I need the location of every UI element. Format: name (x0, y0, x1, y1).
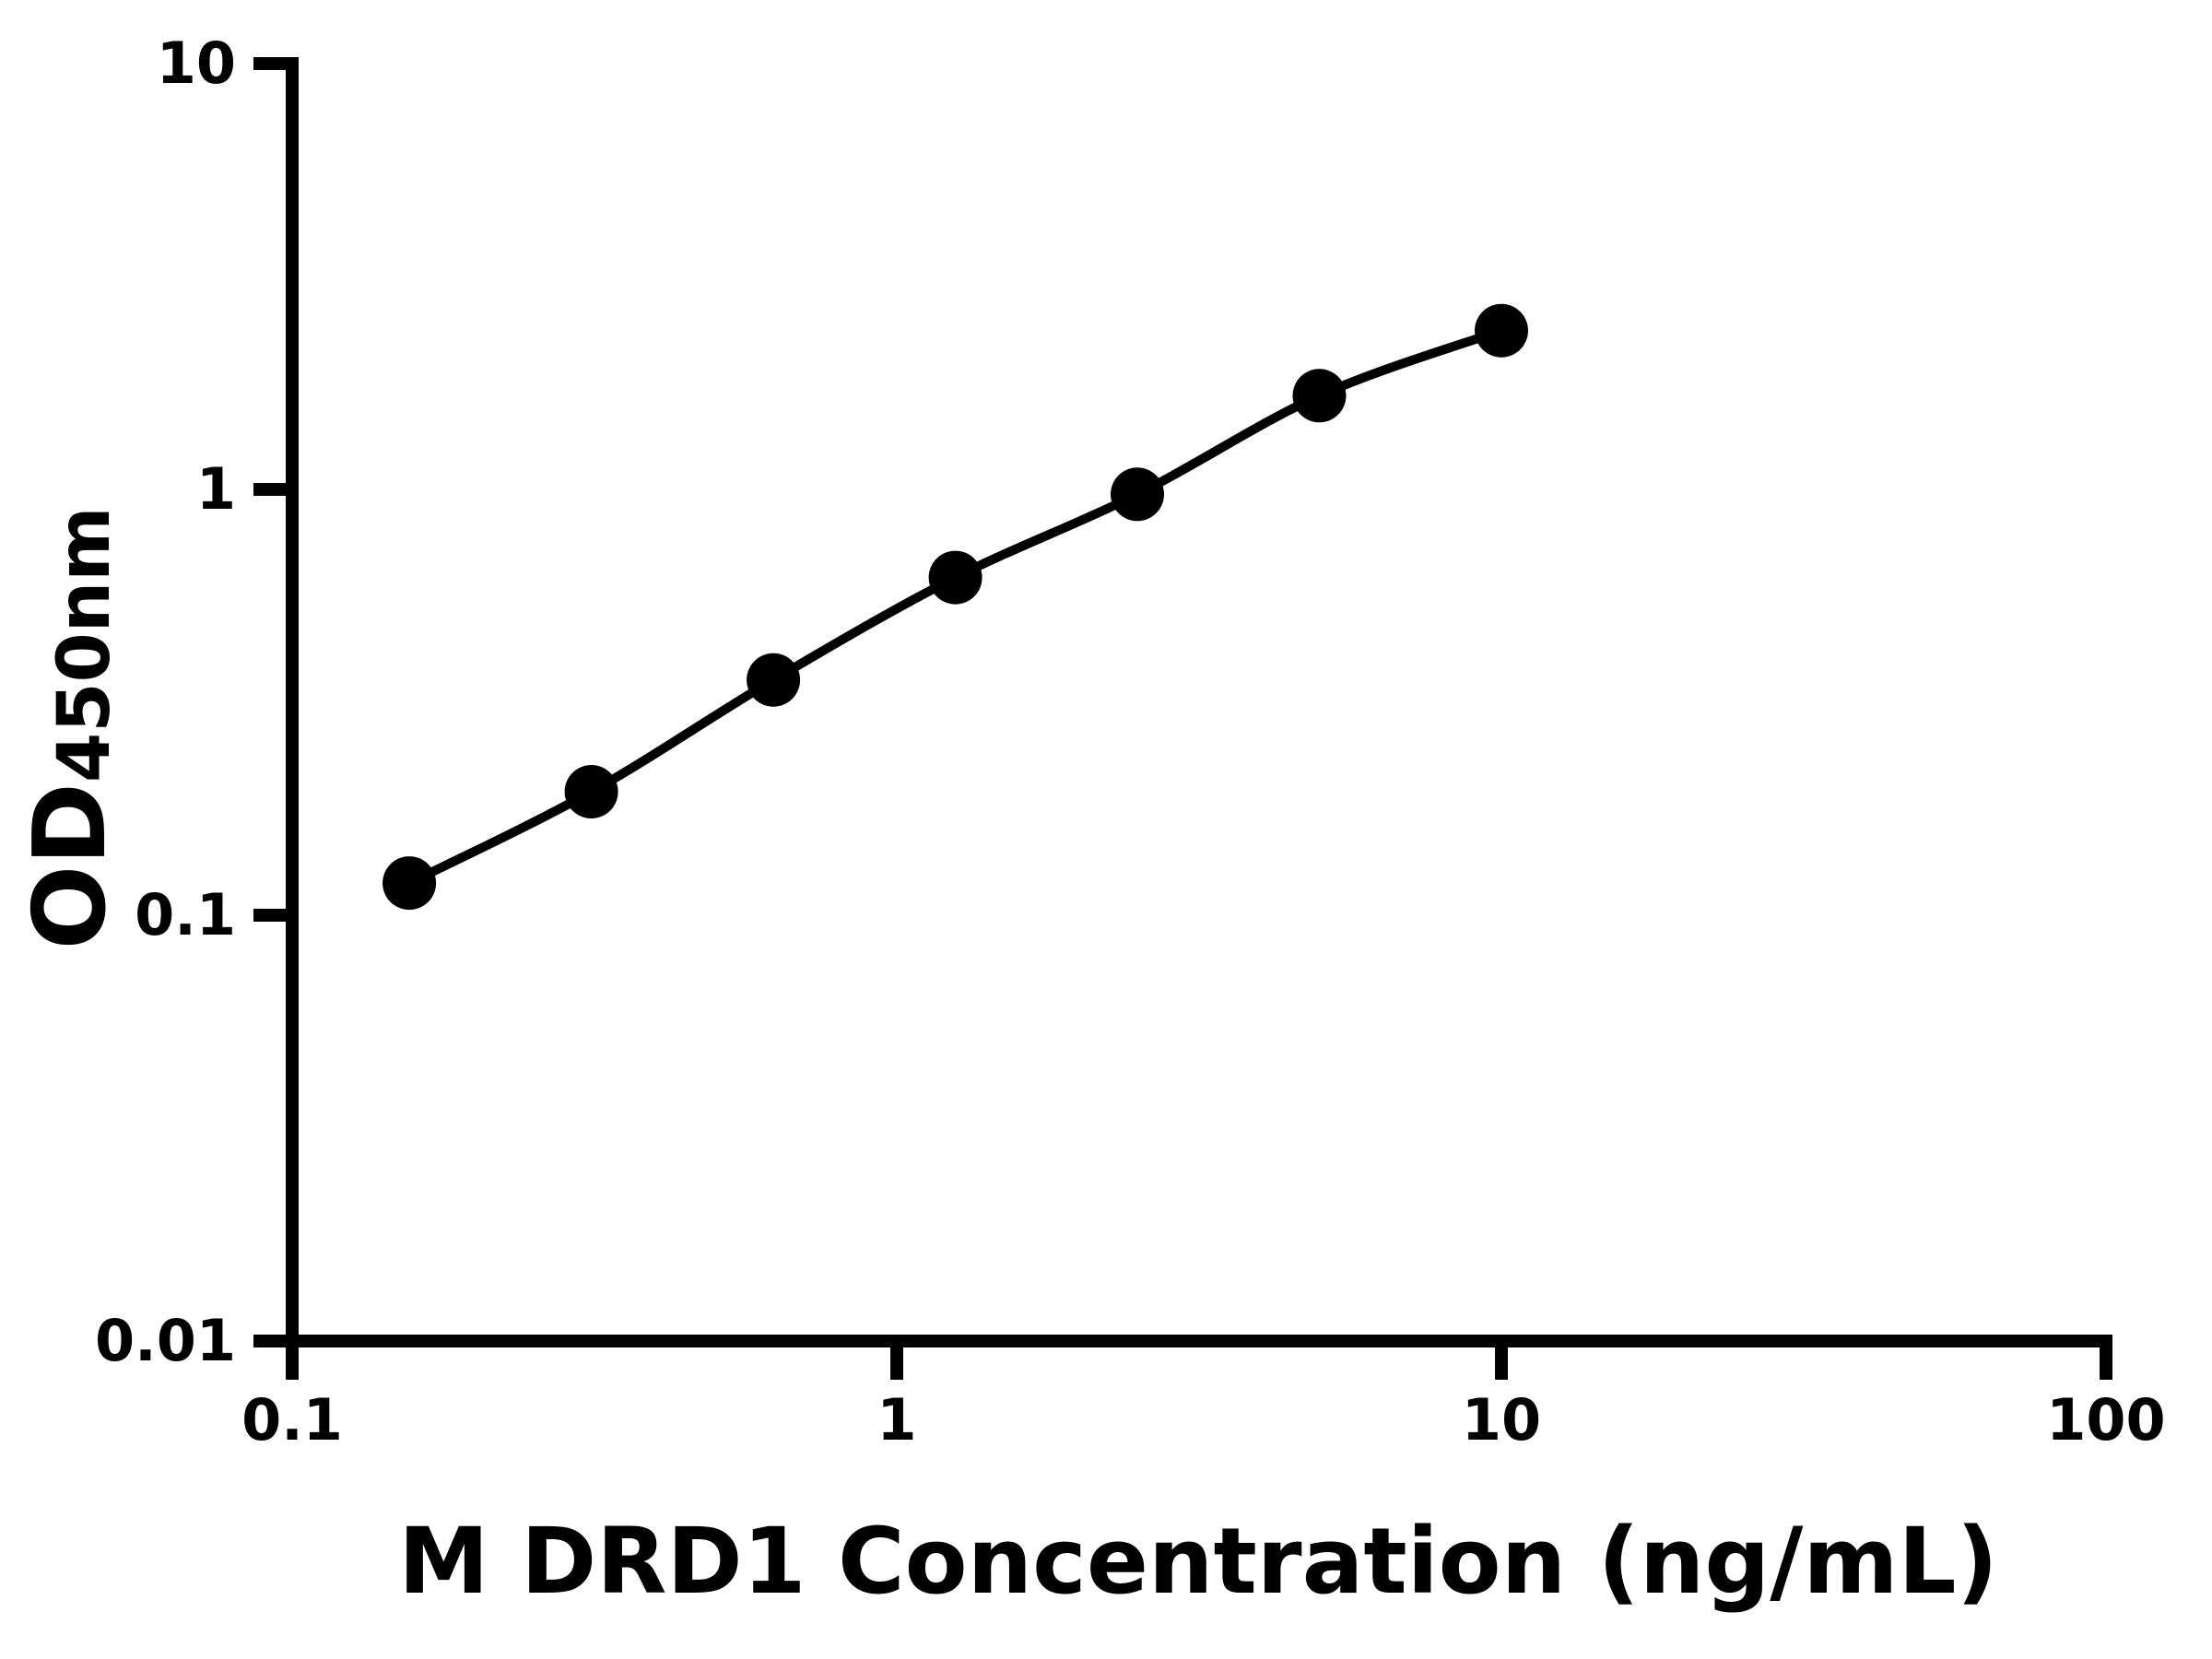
x-axis-tick-label: 100 (2046, 1386, 2166, 1453)
data-point-marker (382, 856, 437, 911)
data-point-marker (747, 653, 801, 707)
y-axis-title-main: OD (13, 782, 128, 950)
y-axis-title: OD450nm (13, 506, 128, 949)
x-axis-tick-label: 1 (877, 1386, 917, 1453)
x-axis-tick-label: 10 (1461, 1386, 1542, 1453)
data-point-marker (564, 765, 618, 818)
y-axis-tick-label: 0.1 (135, 881, 236, 948)
y-axis-tick-label: 10 (156, 29, 236, 97)
data-point-marker (928, 550, 982, 605)
data-point-marker (1292, 369, 1347, 423)
x-axis-tick-label: 0.1 (241, 1386, 343, 1453)
y-axis-tick-label: 0.01 (95, 1307, 236, 1374)
y-axis-tick-label: 1 (195, 455, 236, 523)
data-point-marker (1475, 303, 1528, 358)
y-axis-title-subscript: 450nm (43, 506, 126, 783)
data-point-marker (1111, 467, 1164, 522)
x-axis-title: M DRD1 Concentration (ng/mL) (398, 1509, 1998, 1615)
